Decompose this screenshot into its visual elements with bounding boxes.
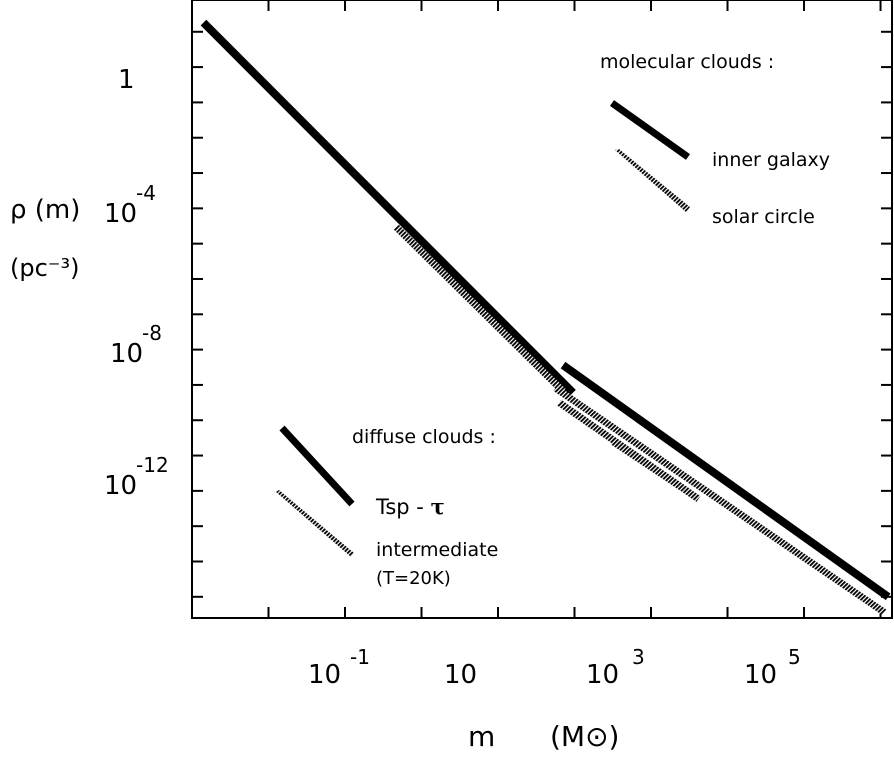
- x-tick-label-0-exp: -1: [350, 645, 370, 669]
- legend-solar-circle-label: solar circle: [712, 206, 815, 228]
- legend-molecular-header: molecular clouds :: [600, 51, 774, 73]
- series-molecular-solar-circle: [553, 385, 887, 616]
- legend-temperature-label: (T=20K): [376, 568, 451, 589]
- plot-frame: [191, 0, 893, 619]
- y-tick-label-1-exp: -4: [136, 181, 156, 205]
- x-axis-label: m: [468, 720, 495, 753]
- series-molecular-inner-galaxy: [560, 361, 891, 601]
- x-tick-label-0: 10: [308, 660, 341, 690]
- y-tick-label-3-exp: -12: [136, 453, 169, 477]
- y-axis-label: ρ (m): [10, 195, 80, 225]
- legend-tsp-tau-line: [279, 425, 355, 507]
- x-tick-label-3: 10: [744, 660, 777, 690]
- legend-inner-galaxy-line: [609, 100, 691, 160]
- legend-tsp-tau-label: Tsp - τ: [375, 494, 445, 519]
- series-tsp-tau: [200, 19, 576, 396]
- series-intermediate: [393, 224, 566, 394]
- y-tick-label-3: 10: [104, 471, 137, 501]
- y-tick-label-2-exp: -8: [142, 321, 162, 345]
- series-short-hatched-2: [610, 438, 684, 491]
- x-tick-label-2-exp: 3: [632, 645, 645, 669]
- x-tick-label-3-exp: 5: [788, 645, 801, 669]
- legend-intermediate-label: intermediate: [376, 539, 498, 561]
- legend-solar-circle-swatch: [615, 149, 690, 212]
- legend-inner-galaxy-label: inner galaxy: [712, 149, 830, 171]
- x-tick-label-2: 10: [586, 660, 619, 690]
- y-tick-label-0: 1: [118, 65, 135, 95]
- y-tick-label-1: 10: [104, 199, 137, 229]
- legend-tau-symbol: τ: [431, 494, 445, 519]
- x-axis-unit: (M⊙): [550, 720, 619, 753]
- legend-tsp-prefix: Tsp -: [375, 495, 431, 519]
- legend-intermediate-swatch: [276, 490, 354, 557]
- series-layer: [200, 19, 891, 616]
- legend-diffuse-header: diffuse clouds :: [352, 426, 496, 448]
- tick-marks: [192, 0, 892, 618]
- y-tick-label-2: 10: [110, 339, 143, 369]
- x-tick-label-1: 10: [444, 660, 477, 690]
- y-axis-unit: (pc⁻³): [10, 254, 79, 282]
